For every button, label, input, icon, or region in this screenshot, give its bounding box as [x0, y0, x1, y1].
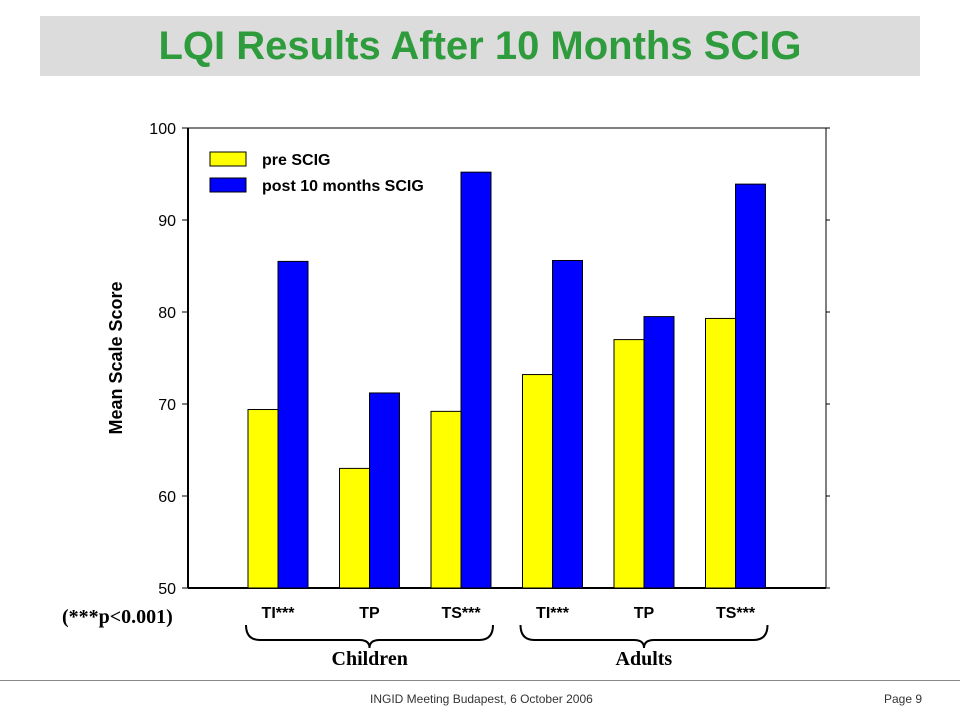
y-tick-label: 80: [158, 305, 176, 322]
slide-title: LQI Results After 10 Months SCIG: [158, 23, 802, 68]
legend-label-0: pre SCIG: [262, 152, 330, 169]
bar-post-0: [277, 260, 309, 589]
page-number: Page 9: [884, 692, 923, 706]
bar-post-3: [552, 259, 583, 589]
bar-pre-0: [247, 409, 279, 589]
brace-adults: [519, 624, 769, 649]
title-bar: LQI Results After 10 Months SCIG: [40, 16, 920, 76]
footer-text: INGID Meeting Budapest, 6 October 2006: [370, 692, 593, 706]
legend-swatch-0: [209, 151, 247, 167]
category-label: TP: [359, 605, 380, 622]
group-label-children: Children: [331, 648, 408, 670]
bar-post-2: [460, 171, 492, 589]
y-tick-label: 70: [158, 397, 176, 414]
category-label: TP: [634, 605, 655, 622]
bar-post-1: [369, 392, 400, 589]
bar-pre-1: [339, 467, 370, 589]
y-axis-label: Mean Scale Score: [106, 281, 126, 434]
bar-pre-5: [705, 317, 736, 589]
category-label: TI***: [262, 605, 296, 622]
category-label: TS***: [441, 605, 481, 622]
bar-pre-4: [613, 339, 645, 589]
legend-label-1: post 10 months SCIG: [262, 178, 424, 195]
group-label-adults: Adults: [615, 648, 673, 670]
category-label: TI***: [536, 605, 570, 622]
legend-swatch-1: [209, 177, 247, 193]
y-tick-label: 60: [158, 489, 176, 506]
significance-note: (***p<0.001): [62, 606, 173, 628]
category-label: TS***: [716, 605, 756, 622]
y-tick-label: 90: [158, 213, 176, 230]
bar-post-5: [735, 183, 766, 589]
footer-divider: [0, 680, 960, 681]
y-tick-label: 100: [149, 121, 176, 138]
bar-pre-3: [522, 374, 553, 589]
bar-post-4: [643, 316, 675, 589]
bar-pre-2: [430, 410, 462, 589]
brace-children: [245, 624, 494, 649]
y-tick-label: 50: [158, 581, 176, 598]
